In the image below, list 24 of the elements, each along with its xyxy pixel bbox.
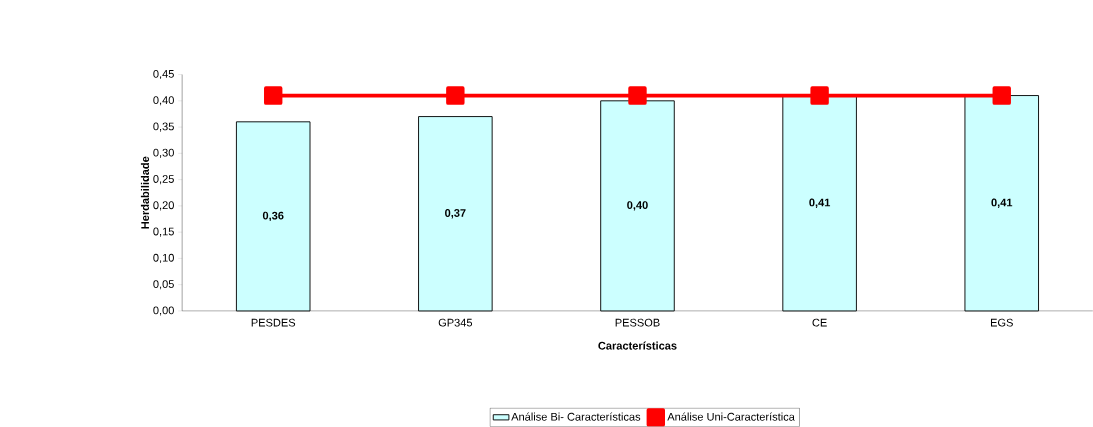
x-axis-title: Características [598, 341, 677, 350]
x-tick-label: EGS [991, 318, 1013, 327]
y-tick-label: 0,05 [153, 280, 174, 290]
data-label: 0,36 [262, 211, 284, 222]
y-tick-label: 0,45 [153, 70, 174, 80]
data-label: 0,37 [445, 209, 466, 219]
y-tick-label: 0,00 [153, 306, 174, 316]
y-tick-label: 0,35 [153, 122, 174, 132]
x-tick-label: PESDES [251, 318, 296, 327]
y-tick-label: 0,20 [153, 201, 174, 211]
data-label: 0,41 [809, 198, 831, 209]
data-label: 0,40 [627, 201, 648, 211]
y-tick-label: 0,30 [153, 148, 174, 159]
y-tick-label: 0,25 [153, 175, 174, 185]
y-tick-label: 0,15 [153, 227, 174, 237]
legend-label: Análise Bi- Características [511, 412, 641, 421]
x-tick-label: PESSOB [615, 318, 660, 327]
x-tick-label: CE [812, 318, 827, 327]
y-tick-label: 0,40 [153, 96, 174, 106]
y-tick-label: 0,10 [153, 254, 174, 264]
legend-label: Análise Uni-Característica [667, 412, 795, 421]
x-tick-label: GP345 [438, 318, 473, 327]
y-axis-title: Herdabilidade [140, 156, 150, 229]
data-label: 0,41 [991, 198, 1013, 209]
